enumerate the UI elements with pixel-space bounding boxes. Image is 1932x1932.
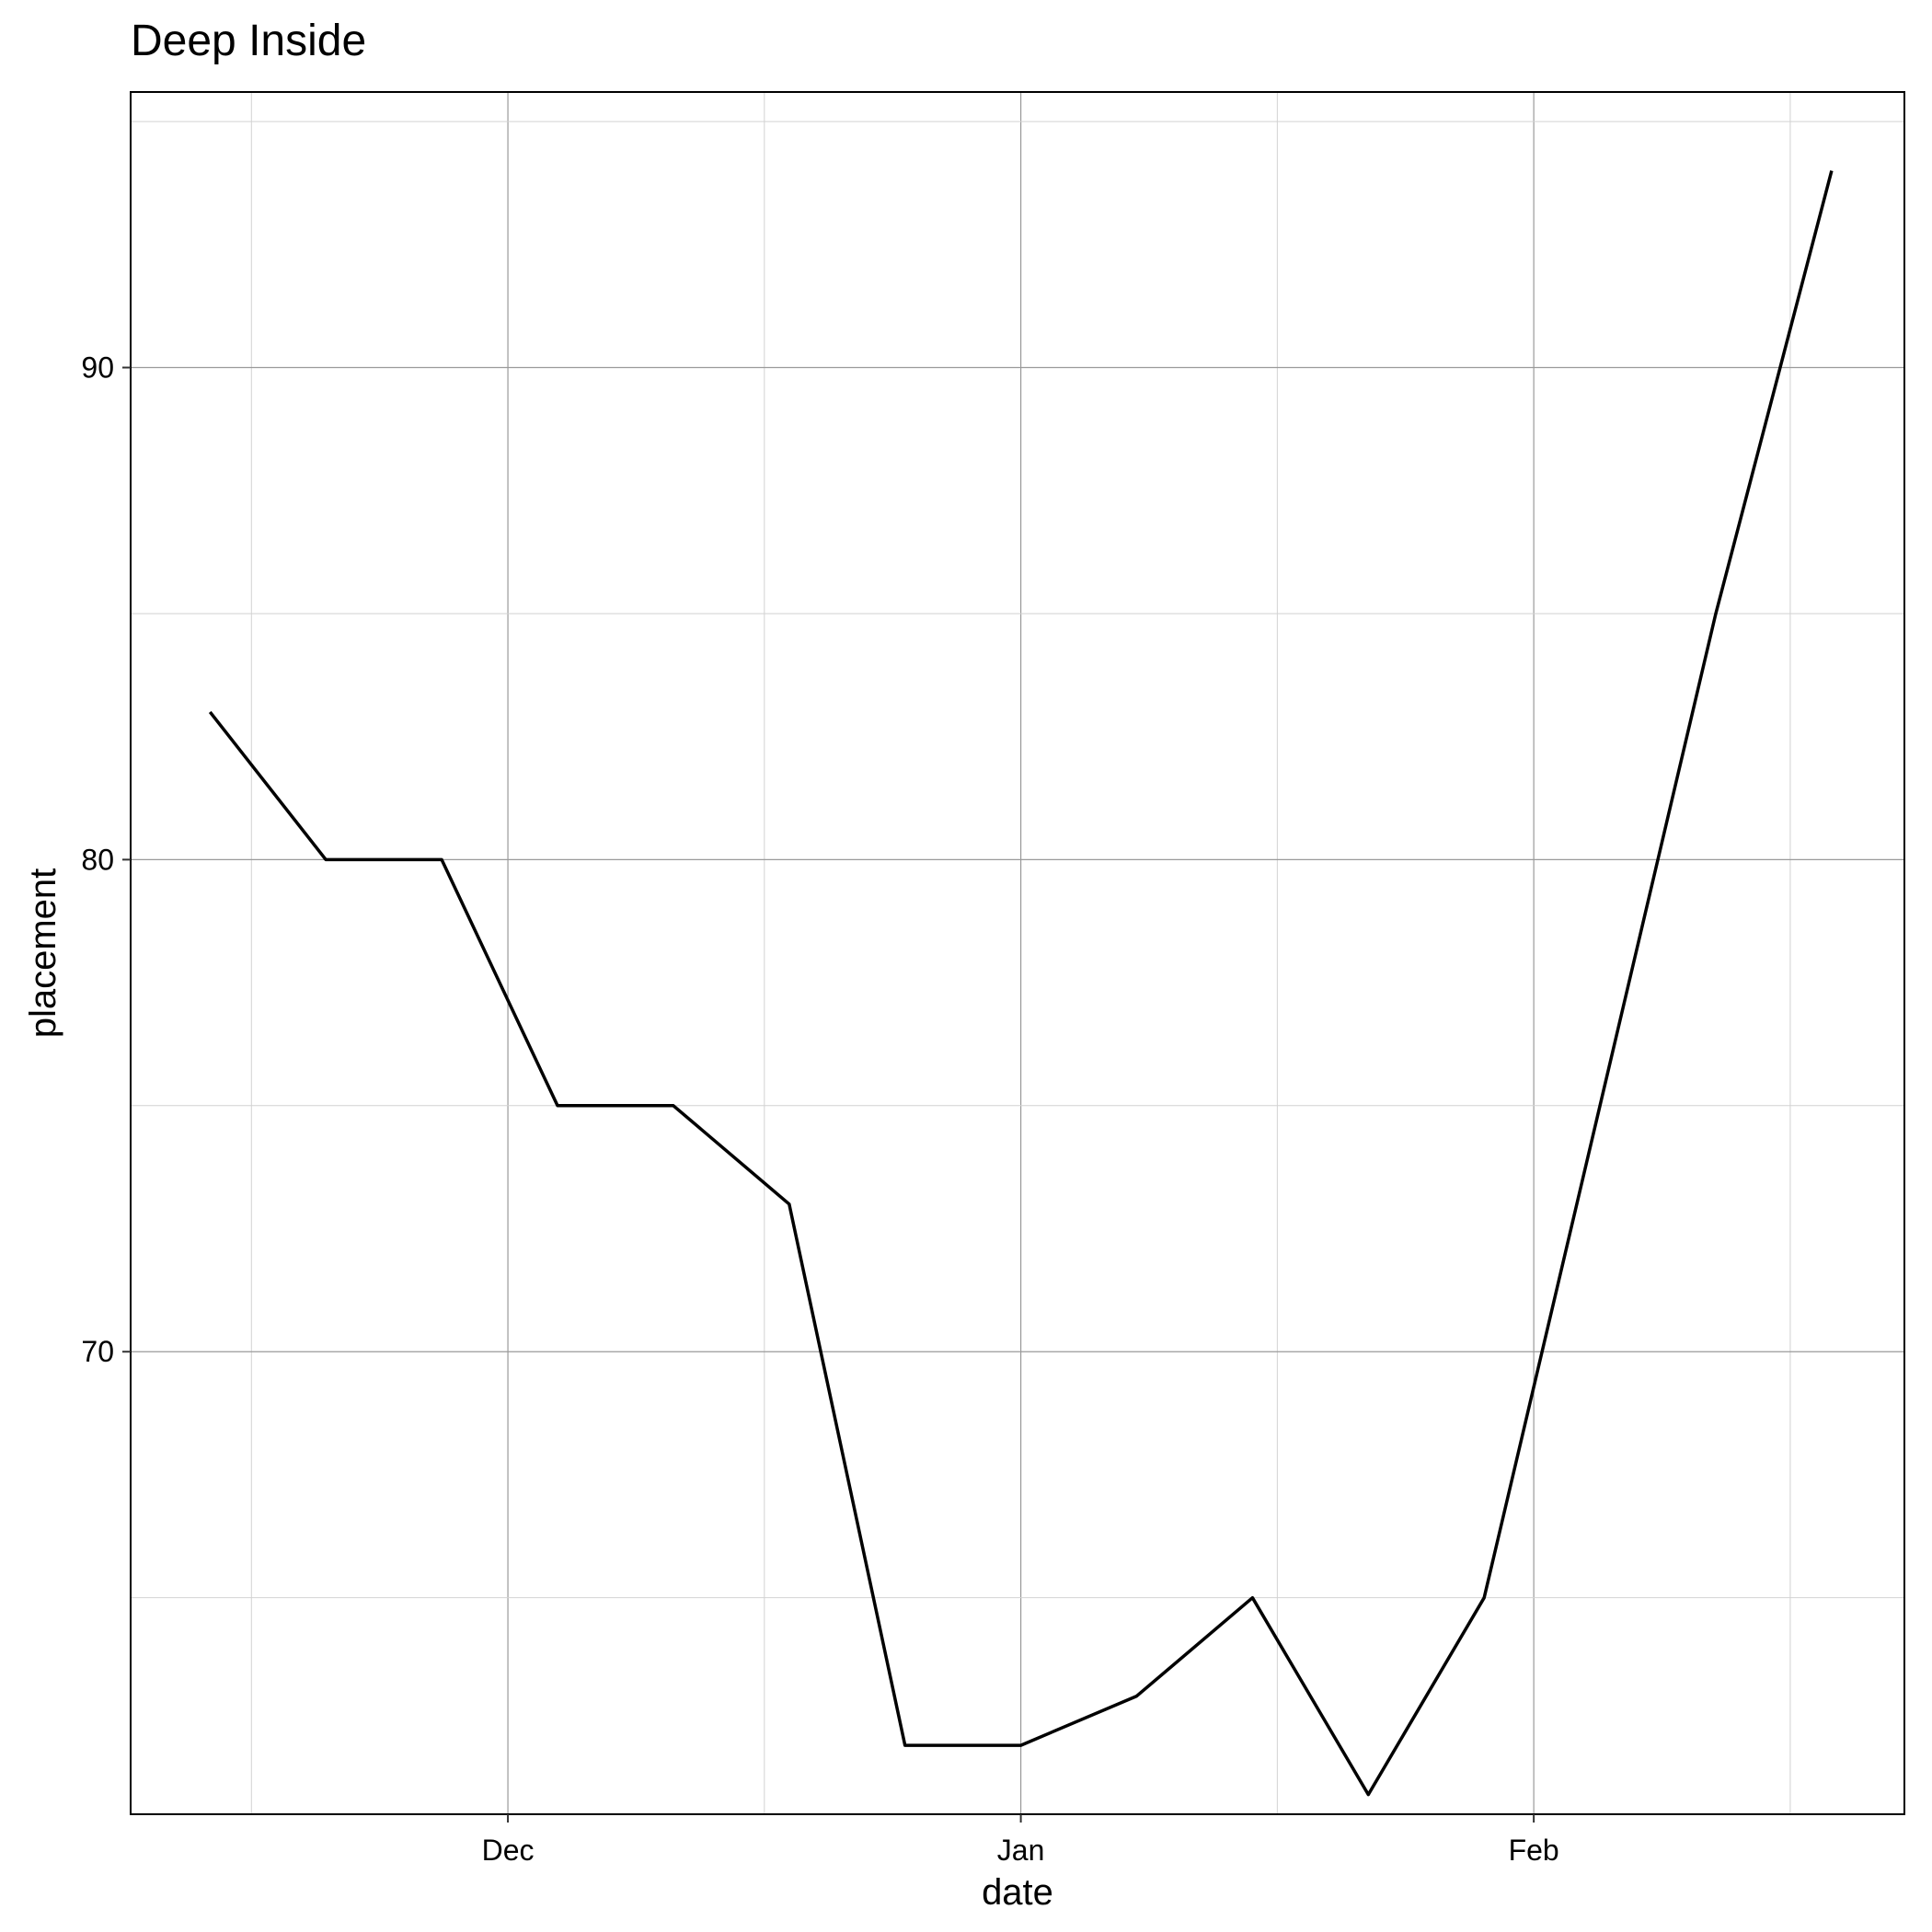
chart-title: Deep Inside	[131, 17, 366, 65]
plot-panel	[130, 91, 1905, 1815]
x-tick-label: Dec	[482, 1834, 535, 1867]
x-tick-label: Feb	[1509, 1834, 1559, 1867]
y-tick-label: 70	[81, 1335, 114, 1368]
y-tick-label: 80	[81, 843, 114, 876]
x-tick-label: Jan	[997, 1834, 1045, 1867]
axis-ticks: Dec Jan Feb 70 80 90	[81, 351, 1558, 1867]
gridlines	[131, 92, 1904, 1814]
x-axis-label: date	[982, 1872, 1053, 1913]
series-line	[208, 170, 1834, 1797]
y-tick-label: 90	[81, 351, 114, 385]
series-layer	[208, 170, 1834, 1797]
y-axis-label: placement	[23, 868, 63, 1039]
